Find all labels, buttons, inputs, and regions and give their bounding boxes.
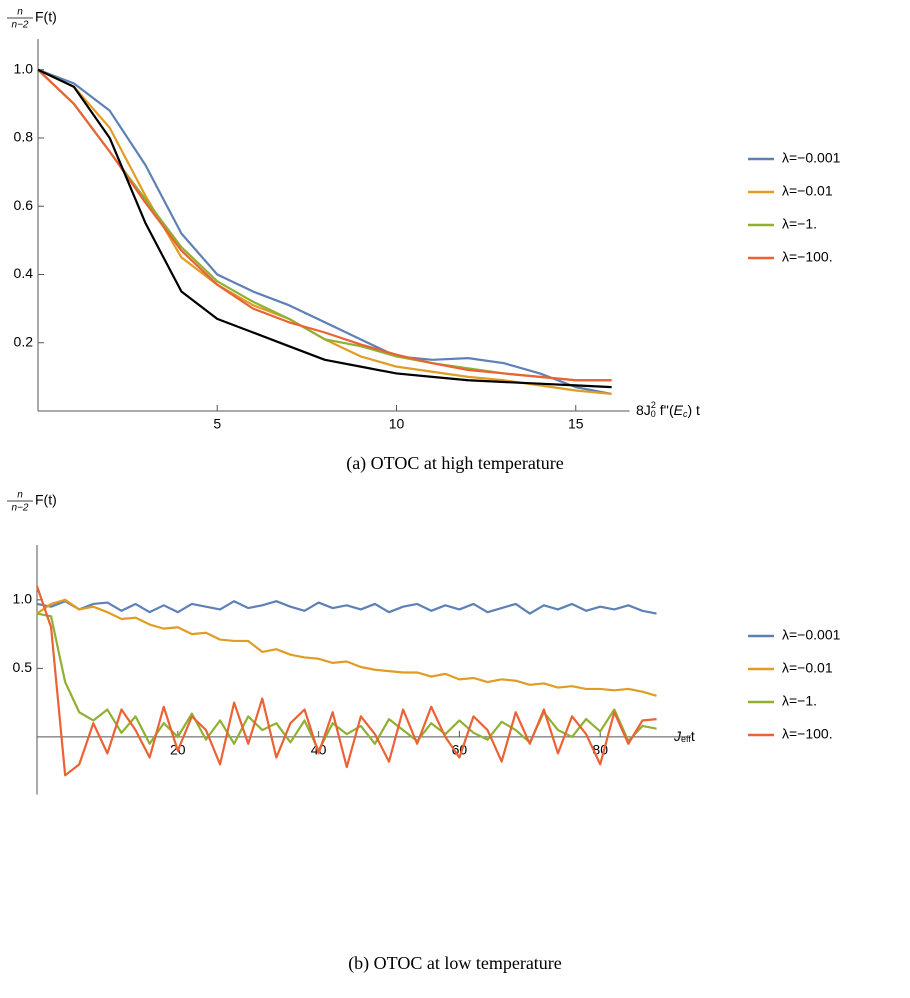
x-tick-label: 15	[568, 416, 584, 432]
y-tick-label: 0.8	[14, 129, 34, 145]
legend-label: λ=−0.001	[782, 627, 841, 643]
x-label-part: E	[674, 402, 684, 418]
y-label-numerator: n	[17, 490, 23, 501]
x-tick-label: 10	[389, 416, 405, 432]
legend-label: λ=−1.	[782, 693, 817, 709]
y-tick-label: 1.0	[14, 60, 34, 76]
series-line	[36, 612, 657, 752]
x-label-part: 8J	[636, 402, 651, 418]
y-label-numerator: n	[17, 7, 23, 18]
y-tick-label: 0.5	[13, 659, 33, 675]
series-line	[35, 585, 657, 777]
x-label-part: 2	[651, 400, 656, 410]
x-label-part: J	[673, 728, 682, 744]
legend-label: λ=−100.	[782, 249, 833, 265]
y-label: F(t)	[35, 9, 57, 25]
series-line	[37, 68, 612, 382]
x-label-part: ) t	[687, 402, 700, 418]
legend-label: λ=−1.	[782, 216, 817, 232]
y-tick-label: 0.2	[14, 333, 34, 349]
x-label-part: eff	[681, 734, 691, 744]
series-line	[37, 68, 612, 396]
y-label: F(t)	[35, 492, 57, 508]
x-label-part: t	[691, 728, 695, 744]
caption: (a) OTOC at high temperature	[346, 453, 564, 474]
x-tick-label: 5	[213, 416, 221, 432]
series-line	[36, 598, 657, 697]
y-label-denominator: n−2	[12, 20, 29, 31]
x-label: 8J02 f''(Ec) t	[636, 400, 700, 419]
legend-label: λ=−100.	[782, 726, 833, 742]
series-line	[36, 600, 657, 615]
legend-label: λ=−0.01	[782, 660, 833, 676]
x-label-part: f''(	[656, 402, 674, 418]
y-tick-label: 0.4	[14, 265, 34, 281]
y-tick-label: 0.6	[14, 197, 34, 213]
y-label-denominator: n−2	[12, 503, 29, 514]
series-line	[37, 68, 612, 389]
legend-label: λ=−0.01	[782, 183, 833, 199]
x-label-part: 0	[651, 409, 656, 419]
series-line	[37, 68, 612, 382]
y-tick-label: 1.0	[13, 591, 33, 607]
series-line	[37, 68, 612, 396]
legend-label: λ=−0.001	[782, 150, 841, 166]
x-label-part: c	[683, 409, 688, 419]
caption: (b) OTOC at low temperature	[348, 953, 562, 974]
x-label: Jefft	[673, 728, 695, 745]
